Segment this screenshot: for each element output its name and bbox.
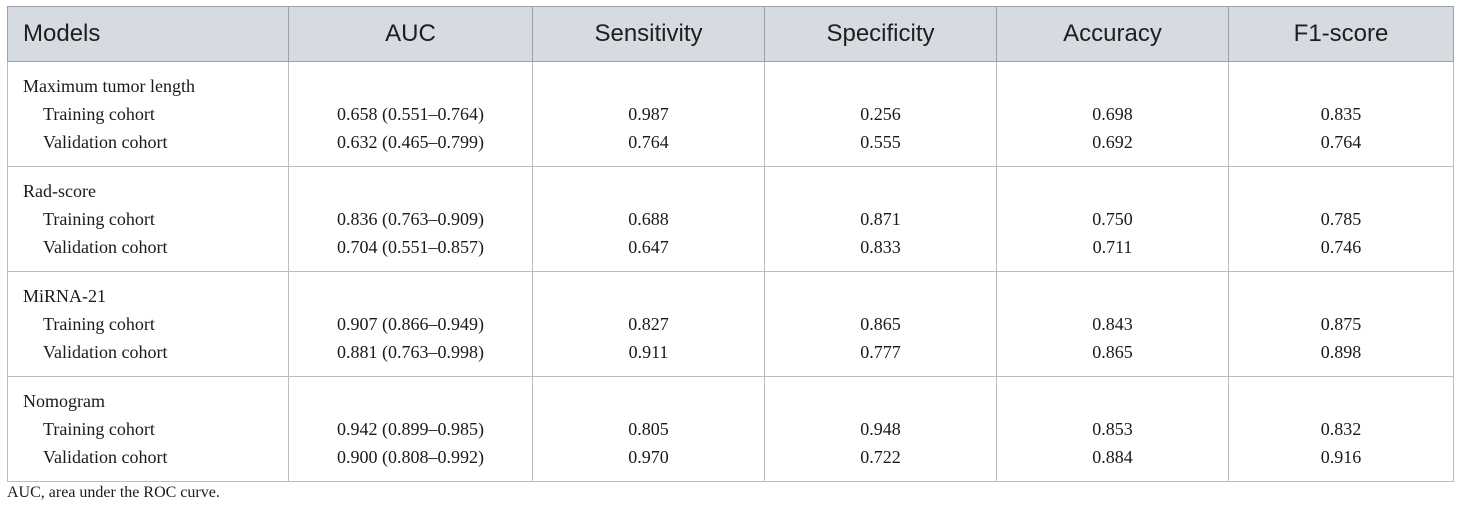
f1-value: 0.835 <box>1320 104 1362 124</box>
f1-value: 0.832 <box>1320 419 1362 439</box>
specificity-cell: 0.871 0.833 <box>764 166 997 272</box>
f1-cell: 0.832 0.916 <box>1228 376 1454 482</box>
accuracy-value: 0.843 <box>1092 314 1133 334</box>
accuracy-value: 0.853 <box>1092 419 1133 439</box>
auc-value: 0.907 (0.866–0.949) <box>337 314 484 334</box>
specificity-value: 0.722 <box>860 447 901 467</box>
header-row: Models AUC Sensitivity Specificity Accur… <box>7 6 1454 62</box>
specificity-value: 0.948 <box>860 419 901 439</box>
accuracy-value: 0.692 <box>1092 132 1133 152</box>
f1-cell: 0.835 0.764 <box>1228 61 1454 167</box>
header-accuracy: Accuracy <box>996 6 1229 62</box>
table-row-group: MiRNA-21 Training cohort Validation coho… <box>7 271 1454 377</box>
auc-value: 0.632 (0.465–0.799) <box>337 132 484 152</box>
f1-value: 0.875 <box>1320 314 1362 334</box>
auc-cell: 0.907 (0.866–0.949) 0.881 (0.763–0.998) <box>288 271 533 377</box>
model-cell: MiRNA-21 Training cohort Validation coho… <box>7 271 289 377</box>
group-name: MiRNA-21 <box>23 286 107 306</box>
group-name: Nomogram <box>23 391 105 411</box>
table-header: Models AUC Sensitivity Specificity Accur… <box>7 6 1454 62</box>
header-sensitivity: Sensitivity <box>532 6 765 62</box>
f1-value: 0.746 <box>1320 237 1362 257</box>
auc-cell: 0.836 (0.763–0.909) 0.704 (0.551–0.857) <box>288 166 533 272</box>
model-cell: Rad-score Training cohort Validation coh… <box>7 166 289 272</box>
f1-cell: 0.875 0.898 <box>1228 271 1454 377</box>
auc-cell: 0.658 (0.551–0.764) 0.632 (0.465–0.799) <box>288 61 533 167</box>
sensitivity-value: 0.911 <box>628 342 669 362</box>
header-specificity: Specificity <box>764 6 997 62</box>
row-label: Training cohort <box>43 209 155 229</box>
row-label: Validation cohort <box>43 342 168 362</box>
table-footnote: AUC, area under the ROC curve. <box>7 484 220 501</box>
accuracy-cell: 0.698 0.692 <box>996 61 1229 167</box>
accuracy-cell: 0.750 0.711 <box>996 166 1229 272</box>
specificity-value: 0.777 <box>860 342 901 362</box>
f1-value: 0.898 <box>1320 342 1362 362</box>
model-cell: Nomogram Training cohort Validation coho… <box>7 376 289 482</box>
auc-cell: 0.942 (0.899–0.985) 0.900 (0.808–0.992) <box>288 376 533 482</box>
sensitivity-value: 0.688 <box>628 209 669 229</box>
sensitivity-value: 0.970 <box>628 447 669 467</box>
row-label: Validation cohort <box>43 132 168 152</box>
group-name: Maximum tumor length <box>23 76 195 96</box>
f1-value: 0.764 <box>1320 132 1362 152</box>
specificity-value: 0.871 <box>860 209 901 229</box>
header-models: Models <box>7 6 289 62</box>
f1-cell: 0.785 0.746 <box>1228 166 1454 272</box>
sensitivity-value: 0.805 <box>628 419 669 439</box>
auc-value: 0.836 (0.763–0.909) <box>337 209 484 229</box>
sensitivity-cell: 0.827 0.911 <box>532 271 765 377</box>
auc-value: 0.900 (0.808–0.992) <box>337 447 484 467</box>
specificity-cell: 0.948 0.722 <box>764 376 997 482</box>
specificity-value: 0.555 <box>860 132 901 152</box>
specificity-value: 0.833 <box>860 237 901 257</box>
f1-value: 0.785 <box>1320 209 1362 229</box>
specificity-value: 0.256 <box>860 104 901 124</box>
header-auc: AUC <box>288 6 533 62</box>
accuracy-cell: 0.843 0.865 <box>996 271 1229 377</box>
accuracy-value: 0.750 <box>1092 209 1133 229</box>
f1-value: 0.916 <box>1320 447 1362 467</box>
sensitivity-cell: 0.987 0.764 <box>532 61 765 167</box>
accuracy-cell: 0.853 0.884 <box>996 376 1229 482</box>
auc-value: 0.942 (0.899–0.985) <box>337 419 484 439</box>
row-label: Training cohort <box>43 104 155 124</box>
results-table: Models AUC Sensitivity Specificity Accur… <box>7 6 1454 482</box>
table-row-group: Rad-score Training cohort Validation coh… <box>7 166 1454 272</box>
accuracy-value: 0.711 <box>1092 237 1133 257</box>
model-cell: Maximum tumor length Training cohort Val… <box>7 61 289 167</box>
auc-value: 0.704 (0.551–0.857) <box>337 237 484 257</box>
accuracy-value: 0.698 <box>1092 104 1133 124</box>
specificity-cell: 0.256 0.555 <box>764 61 997 167</box>
specificity-cell: 0.865 0.777 <box>764 271 997 377</box>
auc-value: 0.658 (0.551–0.764) <box>337 104 484 124</box>
accuracy-value: 0.865 <box>1092 342 1133 362</box>
sensitivity-value: 0.647 <box>628 237 669 257</box>
auc-value: 0.881 (0.763–0.998) <box>337 342 484 362</box>
sensitivity-value: 0.987 <box>628 104 669 124</box>
sensitivity-cell: 0.805 0.970 <box>532 376 765 482</box>
row-label: Validation cohort <box>43 447 168 467</box>
group-name: Rad-score <box>23 181 96 201</box>
row-label: Training cohort <box>43 314 155 334</box>
specificity-value: 0.865 <box>860 314 901 334</box>
table-row-group: Nomogram Training cohort Validation coho… <box>7 376 1454 482</box>
table-body: Maximum tumor length Training cohort Val… <box>7 61 1454 482</box>
sensitivity-cell: 0.688 0.647 <box>532 166 765 272</box>
accuracy-value: 0.884 <box>1092 447 1133 467</box>
sensitivity-value: 0.827 <box>628 314 669 334</box>
row-label: Training cohort <box>43 419 155 439</box>
table-row-group: Maximum tumor length Training cohort Val… <box>7 61 1454 167</box>
row-label: Validation cohort <box>43 237 168 257</box>
header-f1-score: F1-score <box>1228 6 1454 62</box>
sensitivity-value: 0.764 <box>628 132 669 152</box>
